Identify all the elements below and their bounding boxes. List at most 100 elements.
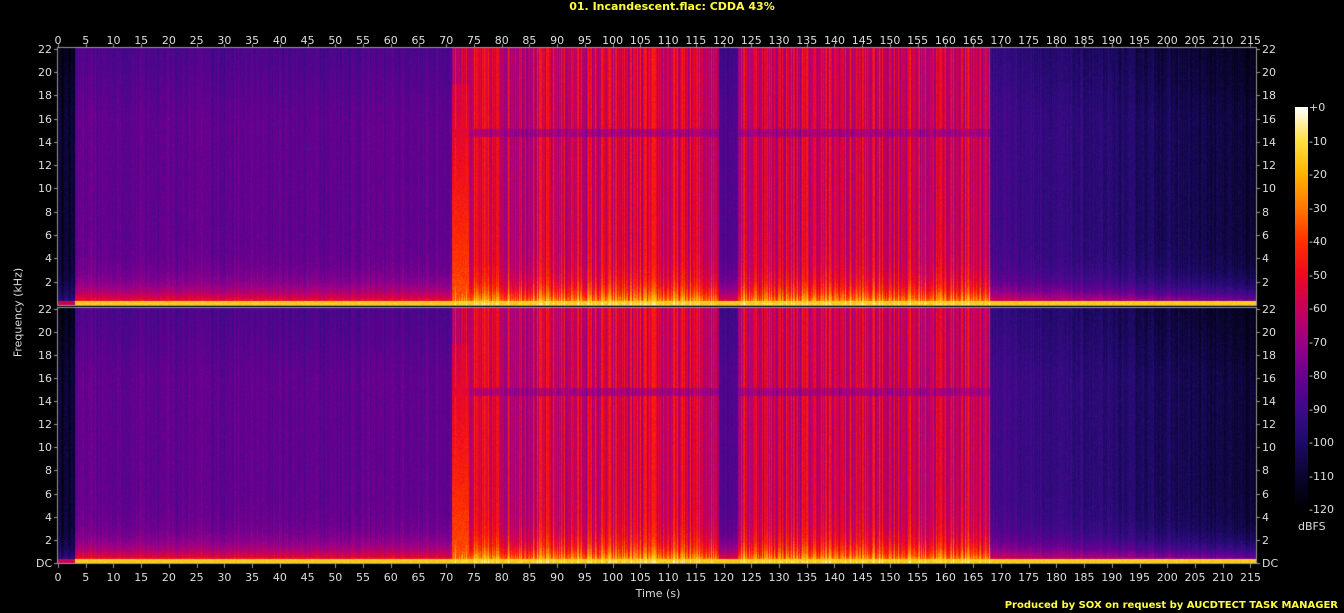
y-tick-label-right: 18 — [1262, 89, 1276, 103]
y-tick-label-right: 6 — [1262, 487, 1269, 501]
y-tick-label-left: 6 — [45, 229, 52, 243]
x-tick-label-top: 0 — [54, 34, 62, 47]
colorbar-tick-label: -50 — [1309, 268, 1327, 282]
x-tick-label-bottom: 150 — [879, 571, 901, 584]
x-tick-label-top: 70 — [439, 34, 454, 47]
colorbar-tick-label: -40 — [1309, 235, 1327, 248]
colorbar-unit: dBFS — [1298, 520, 1326, 533]
y-tick-label-right: 22 — [1262, 42, 1276, 56]
y-tick-label-left: 12 — [38, 418, 52, 432]
x-tick-label-bottom: 30 — [217, 571, 232, 584]
x-tick-label-top: 75 — [466, 34, 481, 47]
y-tick-label-left: 20 — [38, 65, 52, 79]
y-tick-label-right: 18 — [1262, 348, 1276, 362]
x-tick-label-bottom: 145 — [851, 571, 873, 584]
x-tick-label-top: 80 — [494, 34, 509, 47]
x-tick-label-bottom: 195 — [1129, 571, 1151, 584]
x-tick-label-bottom: 95 — [577, 571, 592, 584]
x-tick-label-bottom: 180 — [1045, 571, 1067, 584]
x-tick-label-bottom: 60 — [383, 571, 398, 584]
colorbar-tick-label: -30 — [1309, 201, 1327, 215]
x-tick-label-top: 180 — [1045, 34, 1067, 47]
x-axis-label: Time (s) — [635, 587, 681, 600]
x-tick-label-top: 125 — [740, 34, 762, 47]
y-tick-label-left: 4 — [45, 510, 52, 524]
y-tick-label-right: 16 — [1262, 112, 1276, 126]
x-tick-label-top: 25 — [189, 34, 204, 47]
y-tick-label-left: 10 — [38, 182, 52, 196]
x-tick-label-top: 110 — [657, 34, 679, 47]
x-tick-label-top: 210 — [1212, 34, 1234, 47]
x-tick-label-top: 10 — [106, 34, 121, 47]
y-tick-label-left: 10 — [38, 441, 52, 455]
x-tick-label-bottom: 170 — [990, 571, 1012, 584]
colorbar-tick-label: -20 — [1309, 168, 1327, 181]
x-tick-label-bottom: 25 — [189, 571, 204, 584]
y-tick-label-left: 8 — [45, 205, 52, 219]
x-tick-label-bottom: 200 — [1156, 571, 1178, 584]
x-tick-label-bottom: 10 — [106, 571, 121, 584]
x-tick-label-bottom: 0 — [54, 571, 62, 584]
y-tick-label-right: 2 — [1262, 275, 1269, 289]
x-tick-label-bottom: 70 — [439, 571, 454, 584]
y-tick-label-right: 20 — [1262, 325, 1276, 339]
colorbar — [1295, 107, 1308, 510]
x-tick-label-top: 215 — [1239, 34, 1261, 47]
y-tick-label-right: 8 — [1262, 205, 1269, 219]
x-tick-label-bottom: 80 — [494, 571, 509, 584]
x-tick-label-bottom: 130 — [768, 571, 790, 584]
x-tick-label-bottom: 120 — [713, 571, 735, 584]
x-tick-label-top: 175 — [1018, 34, 1040, 47]
y-tick-label-right: 20 — [1262, 65, 1276, 79]
y-tick-label-right: 12 — [1262, 159, 1276, 173]
y-tick-label-left: 16 — [38, 112, 52, 126]
x-tick-label-bottom: 15 — [134, 571, 149, 584]
x-tick-label-top: 195 — [1129, 34, 1151, 47]
colorbar-tick-label: -60 — [1309, 302, 1327, 315]
x-tick-label-bottom: 50 — [328, 571, 343, 584]
x-tick-label-top: 150 — [879, 34, 901, 47]
x-tick-label-top: 45 — [300, 34, 315, 47]
colorbar-tick-label: -10 — [1309, 134, 1327, 148]
x-tick-label-bottom: 55 — [356, 571, 371, 584]
y-tick-label-left: 14 — [38, 135, 52, 149]
x-tick-label-bottom: 185 — [1073, 571, 1095, 584]
x-tick-label-bottom: 40 — [272, 571, 287, 584]
x-tick-label-bottom: 175 — [1018, 571, 1040, 584]
y-tick-label-right: 16 — [1262, 371, 1276, 385]
y-tick-label-right: 4 — [1262, 510, 1269, 524]
y-tick-label-right: 14 — [1262, 135, 1276, 149]
y-tick-label-right: 22 — [1262, 302, 1276, 316]
x-tick-label-top: 205 — [1184, 34, 1206, 47]
x-tick-label-top: 135 — [796, 34, 818, 47]
x-tick-label-bottom: 135 — [796, 571, 818, 584]
x-tick-label-bottom: 5 — [82, 571, 90, 584]
x-tick-label-top: 60 — [383, 34, 398, 47]
x-tick-label-top: 35 — [245, 34, 260, 47]
x-tick-label-top: 105 — [629, 34, 651, 47]
x-tick-label-bottom: 190 — [1101, 571, 1123, 584]
x-tick-label-bottom: 140 — [823, 571, 845, 584]
y-tick-label-left: 18 — [38, 89, 52, 103]
y-tick-label-right: 2 — [1262, 533, 1269, 547]
x-tick-label-bottom: 165 — [962, 571, 984, 584]
x-tick-label-bottom: 110 — [657, 571, 679, 584]
x-tick-label-top: 165 — [962, 34, 984, 47]
x-tick-label-bottom: 210 — [1212, 571, 1234, 584]
x-tick-label-top: 190 — [1101, 34, 1123, 47]
colorbar-tick-label: -90 — [1309, 402, 1327, 416]
x-tick-label-bottom: 160 — [934, 571, 956, 584]
colorbar-tick-label: -100 — [1309, 436, 1334, 449]
x-tick-label-top: 5 — [82, 34, 90, 47]
y-tick-label-left: 22 — [38, 42, 52, 56]
x-tick-label-top: 20 — [161, 34, 176, 47]
y-tick-label-right: 10 — [1262, 441, 1276, 455]
colorbar-tick-label: -70 — [1309, 335, 1327, 349]
x-tick-label-bottom: 35 — [245, 571, 260, 584]
x-tick-label-top: 140 — [823, 34, 845, 47]
x-tick-label-bottom: 20 — [161, 571, 176, 584]
x-tick-label-bottom: 115 — [685, 571, 707, 584]
x-tick-label-bottom: 100 — [602, 571, 624, 584]
x-tick-label-top: 95 — [577, 34, 592, 47]
